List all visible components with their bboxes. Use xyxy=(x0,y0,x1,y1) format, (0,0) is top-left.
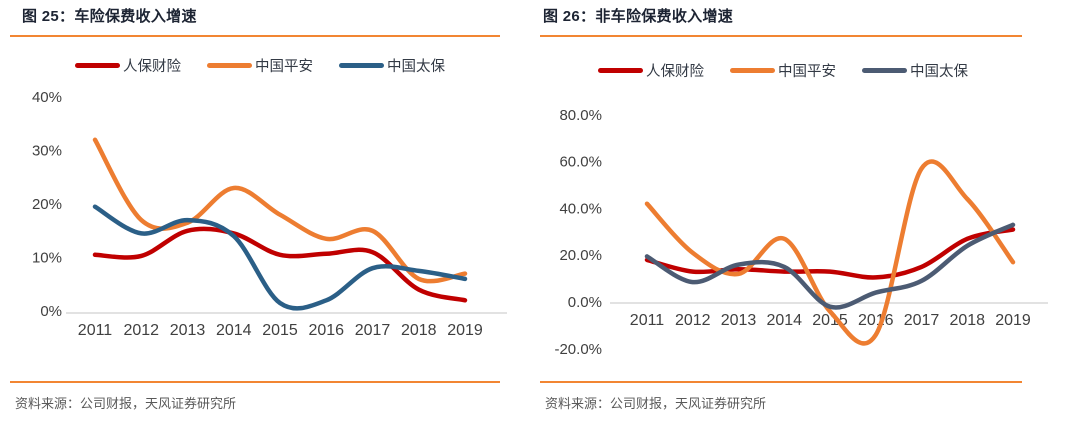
x-tick-label: 2017 xyxy=(355,322,391,339)
legend-swatch-icon xyxy=(207,62,252,68)
x-tick-label: 2012 xyxy=(675,312,711,329)
y-tick-label: 0% xyxy=(40,303,62,320)
y-tick-label: 20.0% xyxy=(559,247,602,264)
y-tick-label: 30% xyxy=(32,143,62,160)
x-tick-label: 2015 xyxy=(262,322,298,339)
figure-25-legend: 人保财险 中国平安 中国太保 xyxy=(10,54,510,76)
x-tick-label: 2014 xyxy=(766,312,802,329)
y-tick-label: 40.0% xyxy=(559,200,602,217)
legend-label: 中国太保 xyxy=(387,58,445,75)
y-tick-label: 20% xyxy=(32,196,62,213)
legend-label: 中国平安 xyxy=(255,58,313,75)
x-tick-label: 2019 xyxy=(995,312,1031,329)
y-tick-label: 80.0% xyxy=(559,107,602,124)
x-tick-label: 2016 xyxy=(308,322,344,339)
legend-label: 中国平安 xyxy=(778,63,836,80)
x-tick-label: 2016 xyxy=(858,312,894,329)
figure-26-legend: 人保财险 中国平安 中国太保 xyxy=(540,59,1026,81)
figure-26-line-chart: -20.0% 0.0% 20.0% 40.0% 60.0% 80.0% 2011 2012 20… xyxy=(554,107,1048,358)
legend-item: 人保财险 xyxy=(75,55,181,76)
y-tick-label: 0.0% xyxy=(568,294,602,311)
legend-swatch-icon xyxy=(75,62,120,68)
x-tick-label: 2012 xyxy=(123,322,159,339)
x-tick-label: 2018 xyxy=(949,312,985,329)
legend-label: 人保财险 xyxy=(646,63,704,80)
x-tick-label: 2011 xyxy=(78,322,113,339)
series-line-1 xyxy=(644,159,1016,346)
y-tick-label: -20.0% xyxy=(554,341,602,358)
legend-label: 人保财险 xyxy=(123,58,181,75)
legend-label: 中国太保 xyxy=(910,63,968,80)
legend-item: 中国太保 xyxy=(862,60,968,81)
legend-item: 人保财险 xyxy=(598,60,704,81)
x-tick-label: 2013 xyxy=(721,312,757,329)
legend-item: 中国平安 xyxy=(730,60,836,81)
figure-25-source-note: 资料来源：公司财报，天风证券研究所 xyxy=(10,381,500,412)
legend-swatch-icon xyxy=(730,67,775,73)
series-line-0 xyxy=(644,227,1016,280)
series-line-2 xyxy=(92,204,468,311)
y-tick-label: 60.0% xyxy=(559,154,602,171)
figure-25-line-chart: 0% 10% 20% 30% 40% 2011 2012 2013 2014 2015 2016 20… xyxy=(32,89,507,339)
x-tick-label: 2014 xyxy=(216,322,252,339)
series-line-2 xyxy=(644,222,1016,310)
legend-swatch-icon xyxy=(862,67,907,73)
y-tick-label: 40% xyxy=(32,89,62,106)
legend-swatch-icon xyxy=(598,67,643,73)
x-tick-label: 2018 xyxy=(401,322,437,339)
x-tick-label: 2013 xyxy=(170,322,206,339)
x-tick-label: 2017 xyxy=(904,312,940,329)
series-line-0 xyxy=(92,226,468,303)
figure-25-caption: 图 25：车险保费收入增速 xyxy=(10,5,500,37)
series-line-1 xyxy=(92,137,468,284)
legend-swatch-icon xyxy=(339,62,384,68)
legend-item: 中国平安 xyxy=(207,55,313,76)
legend-item: 中国太保 xyxy=(339,55,445,76)
figure-26-source-note: 资料来源：公司财报，天风证券研究所 xyxy=(540,381,1022,412)
figure-26-caption: 图 26：非车险保费收入增速 xyxy=(540,5,1022,37)
x-tick-label: 2011 xyxy=(630,312,665,329)
x-tick-label: 2019 xyxy=(447,322,483,339)
y-tick-label: 10% xyxy=(32,250,62,267)
